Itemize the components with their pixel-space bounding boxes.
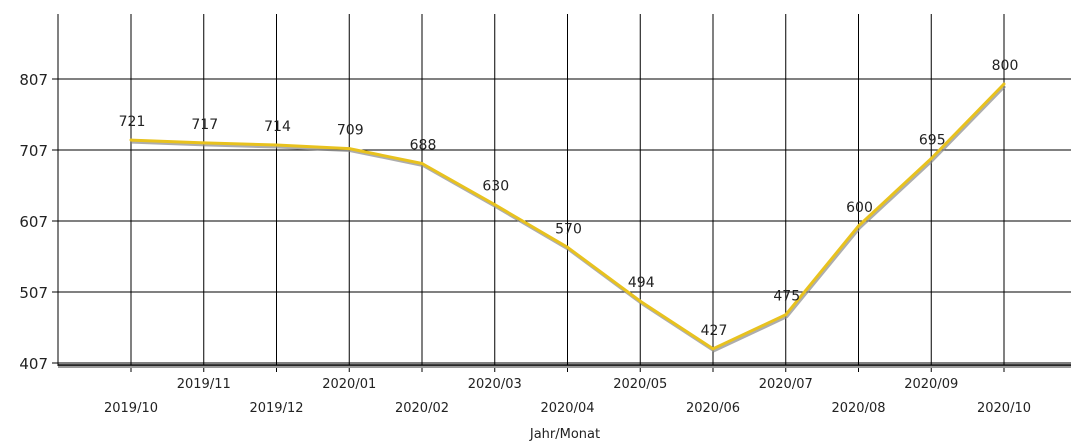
data-labels: 721 717 714 709 688 630 570 494 427 475 600 695 800 (119, 58, 1019, 339)
data-label: 494 (628, 275, 655, 291)
y-tick-label: 407 (19, 355, 48, 373)
data-point (493, 203, 497, 207)
series-line-shadow (131, 84, 1007, 353)
data-point (638, 299, 642, 303)
data-label: 709 (337, 123, 364, 139)
data-point (566, 245, 569, 249)
data-label: 688 (410, 137, 437, 153)
data-label: 600 (846, 200, 873, 216)
x-tick-label: 2020/07 (759, 377, 813, 392)
data-label: 721 (119, 114, 146, 130)
x-tick-label: 2020/10 (977, 401, 1031, 416)
data-point (857, 224, 860, 228)
data-label: 427 (701, 323, 728, 339)
axes: 407 507 607 707 807 2019/10 2019/11 2019/12 2020… (19, 14, 1071, 416)
x-tick-label: 2020/04 (540, 401, 594, 416)
y-tick-label: 707 (19, 142, 48, 160)
data-point (1002, 82, 1006, 86)
data-point (929, 157, 933, 161)
data-label: 475 (773, 289, 800, 305)
data-label: 695 (919, 133, 946, 149)
data-point (784, 313, 788, 317)
y-tick-label: 807 (19, 71, 48, 89)
data-label: 714 (264, 119, 291, 135)
y-tick-label: 607 (19, 213, 48, 231)
data-point (420, 161, 424, 165)
x-tick-label: 2019/12 (249, 401, 303, 416)
series (129, 82, 1007, 353)
x-tick-label: 2020/03 (468, 377, 522, 392)
data-label: 800 (992, 58, 1019, 74)
x-axis-title: Jahr/Monat (529, 427, 600, 441)
y-tick-label: 507 (19, 284, 48, 302)
data-point (711, 347, 715, 351)
x-tick-label: 2019/11 (177, 377, 231, 392)
data-point (275, 143, 278, 147)
data-label: 630 (482, 179, 509, 195)
x-tick-label: 2020/05 (613, 377, 667, 392)
x-tick-label: 2020/09 (904, 377, 958, 392)
data-label: 717 (191, 117, 218, 133)
data-label: 570 (555, 221, 582, 237)
x-tick-label: 2020/02 (395, 401, 449, 416)
grid (52, 14, 1071, 372)
data-point (129, 138, 133, 142)
x-tick-label: 2020/06 (686, 401, 740, 416)
data-point (202, 141, 206, 145)
data-point (347, 147, 351, 151)
x-tick-label: 2020/01 (322, 377, 376, 392)
x-tick-label: 2019/10 (104, 401, 158, 416)
x-tick-label: 2020/08 (831, 401, 885, 416)
